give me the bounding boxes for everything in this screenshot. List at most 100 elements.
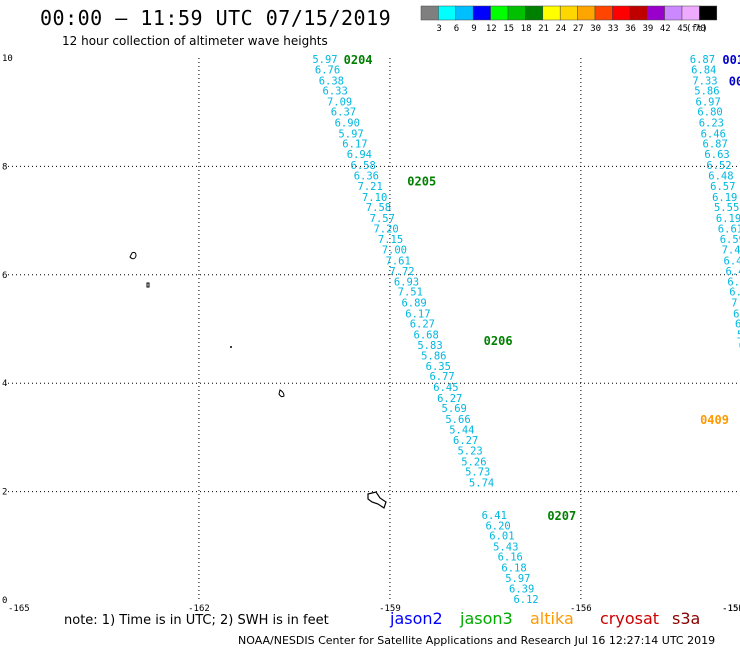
data-point-label: 7.15 [378,234,403,246]
data-point-label: 7.09 [327,96,352,108]
data-point-label: 5.86 [694,86,719,98]
data-point-label: 6.39 [509,584,534,596]
data-point-label: 6.04 [733,308,740,320]
island-outline [367,491,387,509]
pass-label: 0204 [344,53,373,67]
data-point-label: 6.63 [704,149,729,161]
data-point-label: 6.27 [453,435,478,447]
data-point-label: 6.68 [414,330,439,342]
pass-label: 0016 [729,74,740,88]
data-point-label: 5.73 [465,467,490,479]
chart-subtitle: 12 hour collection of altimeter wave hei… [62,34,328,48]
data-point-label: 6.57 [710,181,735,193]
chart-title: 00:00 – 11:59 UTC 07/15/2019 [40,6,392,30]
data-point-label: 6.59 [720,234,740,246]
footer-credit: NOAA/NESDIS Center for Satellite Applica… [238,634,716,647]
data-point-label: 7.51 [398,287,423,299]
data-point-label: 6.27 [437,393,462,405]
data-point-label: 7.21 [358,181,383,193]
data-point-label: 6.01 [489,531,514,543]
colorbar-swatch [664,5,683,21]
data-point-label: 7.46 [722,244,740,256]
data-point-label: 6.20 [485,520,510,532]
data-point-label: 5.44 [449,424,474,436]
data-point-label: 6.97 [696,96,721,108]
data-point-label: 6.84 [727,276,740,288]
data-point-label: 5.74 [469,477,494,489]
pass-label: 0409 [700,413,729,427]
data-point-label: 7.00 [382,244,407,256]
colorbar-swatch [681,5,700,21]
colorbar-swatch [438,5,457,21]
footer-note: note: 1) Time is in UTC; 2) SWH is in fe… [64,613,329,628]
data-point-label: 6.35 [426,361,451,373]
data-point-label: 6.33 [323,86,348,98]
colorbar-swatch [699,5,718,21]
data-point-label: 6.36 [354,171,379,183]
x-tick-label: -150 [722,604,740,614]
data-point-label: 6.80 [697,107,722,119]
colorbar-label: 18 [521,24,532,34]
colorbar-swatch [455,5,474,21]
colorbar-swatch [646,5,665,21]
pass-label: 0206 [484,334,513,348]
colorbar-label: 42 [660,24,671,34]
data-point-label: 6.52 [706,160,731,172]
legend-cryosat: cryosat [600,609,660,628]
colorbar-swatch [594,5,613,21]
data-point-label: 6.46 [701,128,726,140]
y-tick-label: 2 [2,488,7,498]
x-tick-label: -162 [188,604,210,614]
data-point-label: 6.87 [690,54,715,66]
data-point-label: 6.19 [712,192,737,204]
y-tick-label: 8 [2,162,7,172]
colorbar-swatch [612,5,631,21]
data-point-label: 6.90 [335,118,360,130]
data-point-label: 5.43 [493,541,518,553]
colorbar-label: 45 [677,24,688,34]
data-point-label: 6.18 [501,563,526,575]
data-point-label: 6.49 [724,255,740,267]
data-point-label: 6.76 [315,64,340,76]
y-tick-label: 0 [2,596,7,606]
y-tick-label: 10 [2,54,13,64]
colorbar-label: 6 [454,24,459,34]
data-point-label: 6.27 [410,319,435,331]
colorbar-label: 3 [436,24,441,34]
pass-label: 0015 [722,53,740,67]
colorbar-swatch [472,5,491,21]
data-point-label: 5.66 [445,414,470,426]
legend-jason2: jason2 [390,609,443,628]
pass-label: 0207 [547,509,576,523]
island-outline [146,282,150,288]
colorbar-swatch [577,5,596,21]
data-point-label: 6.77 [429,371,454,383]
data-point-label: 7.57 [370,213,395,225]
x-tick-label: -165 [8,604,30,614]
data-point-label: 6.38 [319,75,344,87]
colorbar-label: 36 [625,24,636,34]
data-point-label: 6.94 [347,149,372,161]
colorbar-swatch [525,5,544,21]
data-point-label: 6.58 [351,160,376,172]
data-point-label: 6.45 [433,382,458,394]
data-point-label: 5.97 [505,573,530,585]
data-point-label: 7.33 [692,75,717,87]
data-point-label: 7.72 [389,266,414,278]
data-point-label: 6.57 [729,287,740,299]
colorbar-swatch [559,5,578,21]
colorbar-label: 30 [590,24,601,34]
data-point-label: 5.26 [461,456,486,468]
legend-s3a: s3a [672,609,701,628]
colorbar-label: 39 [642,24,653,34]
data-point-label: 6.87 [703,139,728,151]
data-point-label: 5.93 [737,330,740,342]
x-tick-label: -159 [379,604,401,614]
data-point-label: 7.20 [373,223,398,235]
colorbar-swatch [420,5,439,21]
data-point-label: 6.89 [401,298,426,310]
colorbar-label: 27 [573,24,584,34]
data-point-label: 6.16 [498,552,523,564]
